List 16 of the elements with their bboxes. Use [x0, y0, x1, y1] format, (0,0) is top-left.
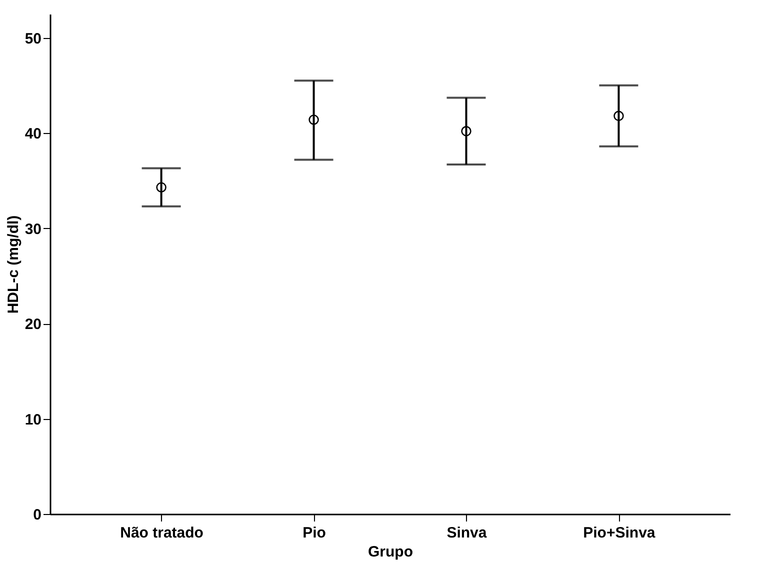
x-tick-label: Não tratado: [120, 524, 204, 542]
x-tick-label: Pio: [302, 524, 326, 542]
y-tick-label: 30: [24, 220, 42, 238]
point: [614, 110, 624, 122]
y-tick-label: 10: [24, 411, 42, 428]
x-tick-label: Pio+Sinva: [583, 524, 656, 542]
point: [461, 126, 472, 136]
y-axis-title: HDL-c (mg/dl): [4, 215, 22, 314]
y-tick-label: 0: [33, 506, 42, 524]
y-tick-label: 50: [24, 30, 42, 48]
x-axis-title: Grupo: [368, 544, 413, 560]
point: [156, 182, 166, 192]
y-tick-label: 40: [24, 126, 42, 143]
y-tick-label: 20: [24, 316, 42, 334]
x-tick-label: Sinva: [446, 524, 488, 542]
point: [308, 114, 319, 125]
